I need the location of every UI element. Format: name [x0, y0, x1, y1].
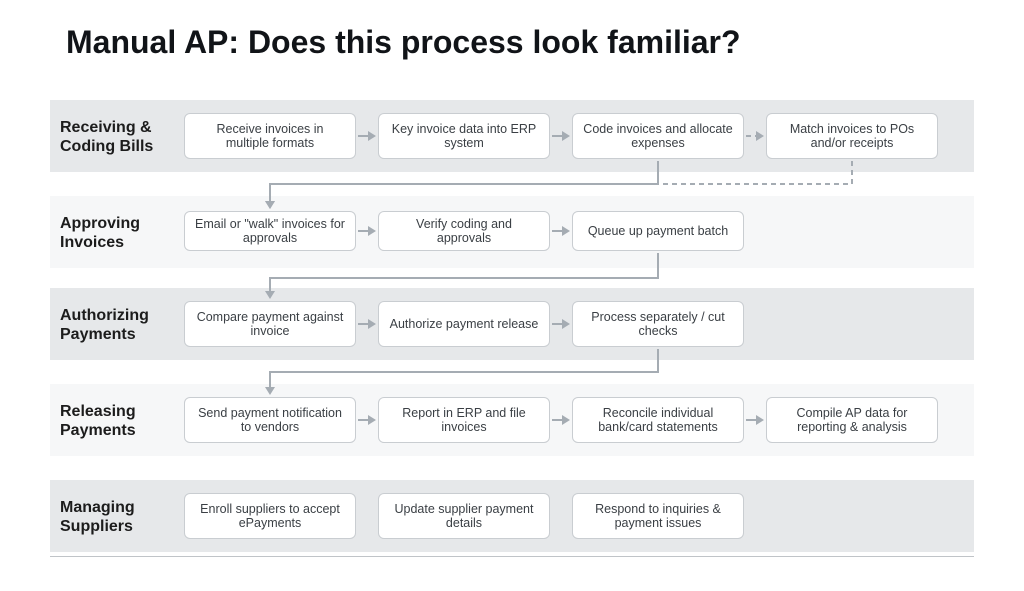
bottom-rule: [50, 556, 974, 557]
flow-node: Key invoice data into ERP system: [378, 113, 550, 159]
flow-node: Queue up payment batch: [572, 211, 744, 251]
flow-node: Respond to inquiries & payment issues: [572, 493, 744, 539]
flow-node: Process separately / cut checks: [572, 301, 744, 347]
row-label: Authorizing Payments: [60, 306, 170, 344]
flow-node: Code invoices and allocate expenses: [572, 113, 744, 159]
row-label: Receiving & Coding Bills: [60, 118, 170, 156]
row-label: Managing Suppliers: [60, 498, 170, 536]
flow-node: Receive invoices in multiple formats: [184, 113, 356, 159]
flow-node: Compile AP data for reporting & analysis: [766, 397, 938, 443]
row-label: Approving Invoices: [60, 214, 170, 252]
flow-node: Enroll suppliers to accept ePayments: [184, 493, 356, 539]
flow-node: Verify coding and approvals: [378, 211, 550, 251]
flow-node: Report in ERP and file invoices: [378, 397, 550, 443]
flow-node: Email or "walk" invoices for approvals: [184, 211, 356, 251]
flow-node: Authorize payment release: [378, 301, 550, 347]
flow-node: Compare payment against invoice: [184, 301, 356, 347]
diagram-stage: Manual AP: Does this process look famili…: [0, 0, 1024, 591]
page-title: Manual AP: Does this process look famili…: [66, 24, 741, 61]
row-label: Releasing Payments: [60, 402, 170, 440]
flow-node: Reconcile individual bank/card statement…: [572, 397, 744, 443]
flow-node: Update supplier payment details: [378, 493, 550, 539]
flow-node: Send payment notification to vendors: [184, 397, 356, 443]
flow-node: Match invoices to POs and/or receipts: [766, 113, 938, 159]
